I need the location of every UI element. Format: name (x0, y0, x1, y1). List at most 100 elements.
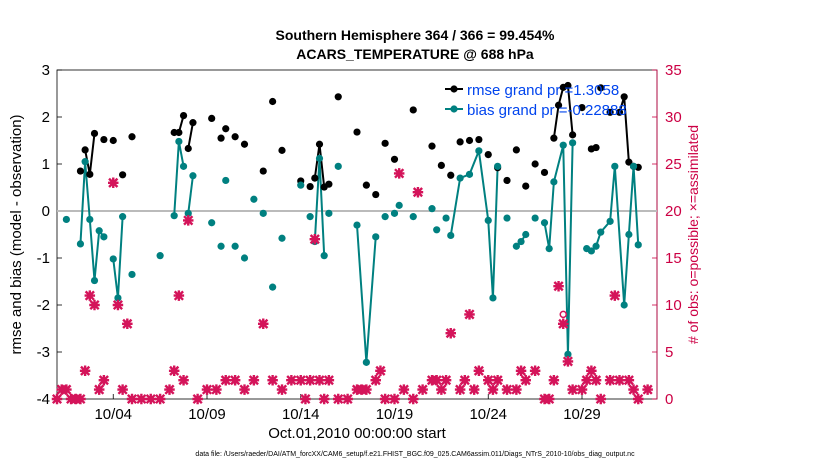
obs-assimilated-marker (473, 365, 485, 377)
bias-line-segment (173, 141, 185, 216)
obs-assimilated-marker (520, 374, 531, 386)
rmse-point (564, 81, 572, 90)
rmse-point (512, 146, 520, 154)
obs-assimilated-marker (370, 374, 381, 386)
rmse-point (447, 171, 455, 179)
obs-assimilated-marker (389, 393, 400, 405)
obs-assimilated-marker (168, 365, 180, 377)
bias-point (278, 234, 286, 242)
bias-point (634, 241, 642, 249)
obs-assimilated-marker (295, 374, 306, 386)
data-file-footer: data file: /Users/raeder/DAI/ATM_forcXX/… (195, 451, 635, 458)
bias-point (428, 205, 436, 213)
y-right-axis-title: # of obs: o=possible; ×=assimilated (685, 125, 701, 344)
bias-point (334, 162, 342, 170)
rmse-point (606, 108, 614, 116)
obs-assimilated-marker (501, 384, 513, 395)
bias-point (447, 231, 455, 240)
rmse-point (334, 93, 342, 101)
obs-assimilated-marker (108, 177, 119, 189)
x-tick-label: 10/04 (94, 406, 132, 423)
bias-point (465, 170, 474, 178)
bias-point (494, 162, 502, 170)
bias-point (531, 214, 539, 222)
obs-assimilated-marker (440, 374, 452, 386)
obs-assimilated-marker (201, 384, 213, 395)
chart-title: Southern Hemisphere 364 / 366 = 99.454% (275, 27, 555, 43)
bias-point (208, 219, 216, 227)
bias-point (325, 209, 333, 217)
y-left-tick-label: -4 (37, 391, 50, 408)
bias-point (559, 141, 567, 149)
obs-assimilated-marker (393, 168, 405, 179)
bias-point (315, 154, 324, 162)
legend-rmse-label: rmse grand pr =1.3058 (467, 82, 619, 99)
rmse-point (208, 114, 216, 123)
bias-point (114, 294, 122, 302)
obs-assimilated-marker (553, 280, 564, 292)
obs-assimilated-marker (211, 384, 222, 395)
chart-subtitle: ACARS_TEMPERATURE @ 688 hPa (296, 46, 534, 62)
bias-point (222, 176, 230, 185)
rmse-point (362, 181, 370, 189)
obs-assimilated-marker (417, 384, 428, 395)
obs-assimilated-marker (511, 384, 522, 395)
bias-point (475, 147, 483, 155)
bias-point (395, 201, 403, 209)
rmse-point (456, 138, 464, 146)
bias-point (184, 209, 192, 217)
rmse-point (259, 167, 267, 175)
obs-assimilated-marker (398, 384, 410, 395)
rmse-point (372, 190, 380, 199)
y-left-tick-label: -3 (37, 344, 50, 361)
bias-point (587, 247, 595, 255)
obs-assimilated-marker (93, 384, 105, 395)
rmse-point (615, 108, 624, 116)
rmse-point (592, 143, 600, 152)
bias-point (100, 233, 108, 241)
bias-point (522, 230, 530, 239)
bias-line-segment (187, 175, 194, 214)
rmse-point (381, 139, 389, 147)
bias-point (517, 237, 525, 246)
y-left-axis-title: rmse and bias (model - observation) (8, 114, 25, 354)
obs-assimilated-marker (379, 393, 391, 405)
rmse-point (231, 133, 239, 141)
y-right-tick-label: 10 (665, 297, 682, 314)
y-right-tick-label: 15 (665, 250, 682, 267)
obs-assimilated-marker (154, 393, 166, 405)
rmse-point (353, 128, 361, 136)
bias-point (540, 219, 549, 227)
bias-point (489, 294, 497, 302)
bias-line-segment (449, 146, 499, 299)
obs-assimilated-marker (483, 374, 494, 386)
rmse-point (109, 136, 117, 145)
obs-assimilated-marker (464, 309, 475, 320)
data-layer (51, 81, 657, 405)
bias-point (90, 276, 99, 285)
bias-point (179, 162, 188, 170)
bias-point (175, 137, 183, 146)
rmse-point (311, 174, 319, 182)
bias-point (592, 242, 600, 250)
x-tick-label: 10/09 (188, 406, 226, 423)
y-left-tick-label: 0 (42, 203, 50, 220)
bias-line-segment (356, 225, 377, 363)
bias-point (390, 209, 399, 217)
rmse-point (217, 134, 225, 142)
obs-assimilated-marker (543, 393, 555, 405)
obs-assimilated-marker (609, 290, 621, 301)
rmse-point (128, 133, 136, 141)
obs-assimilated-marker (98, 374, 110, 386)
obs-assimilated-marker (628, 384, 639, 395)
bias-point (170, 212, 178, 220)
bias-point (353, 221, 361, 229)
y-right-tick-label: 30 (665, 109, 682, 126)
bias-point (545, 245, 553, 253)
obs-assimilated-marker (604, 374, 616, 386)
rmse-point (306, 182, 314, 191)
bias-point (564, 350, 572, 358)
obs-assimilated-marker (136, 393, 147, 405)
rmse-point (620, 93, 628, 101)
